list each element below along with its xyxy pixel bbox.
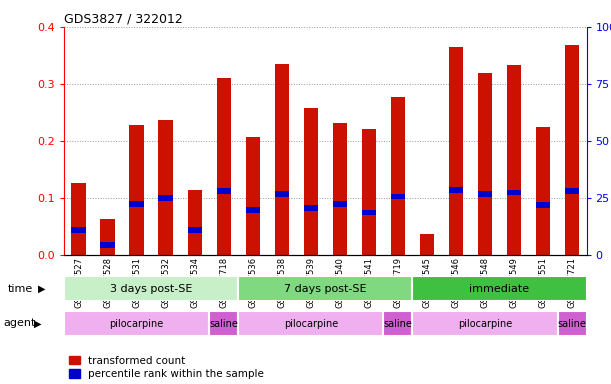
Bar	[565, 188, 579, 194]
Text: agent: agent	[3, 318, 35, 328]
Bar	[158, 195, 173, 201]
Bar	[238, 311, 384, 336]
Text: ▶: ▶	[34, 318, 41, 328]
Bar	[209, 311, 238, 336]
Bar	[216, 78, 231, 255]
Bar	[332, 123, 347, 255]
Bar	[412, 276, 587, 301]
Bar	[188, 227, 202, 233]
Bar	[216, 188, 231, 194]
Bar	[100, 242, 115, 248]
Bar	[390, 96, 405, 255]
Bar	[274, 64, 289, 255]
Bar	[420, 233, 434, 255]
Bar	[246, 207, 260, 212]
Bar	[64, 311, 209, 336]
Text: pilocarpine: pilocarpine	[109, 318, 164, 329]
Text: pilocarpine: pilocarpine	[458, 318, 512, 329]
Bar	[565, 45, 579, 255]
Bar	[412, 311, 557, 336]
Bar	[536, 127, 551, 255]
Bar	[448, 47, 463, 255]
Bar	[304, 108, 318, 255]
Bar	[536, 202, 551, 208]
Bar	[362, 210, 376, 215]
Bar	[362, 129, 376, 255]
Bar	[158, 120, 173, 255]
Bar	[71, 227, 86, 233]
Bar	[507, 190, 521, 195]
Text: saline: saline	[210, 318, 238, 329]
Bar	[246, 137, 260, 255]
Text: time: time	[7, 284, 32, 294]
Bar	[478, 73, 492, 255]
Bar	[130, 201, 144, 207]
Text: saline: saline	[384, 318, 412, 329]
Bar	[188, 190, 202, 255]
Bar	[448, 187, 463, 192]
Text: pilocarpine: pilocarpine	[284, 318, 338, 329]
Bar	[384, 311, 412, 336]
Bar	[304, 205, 318, 211]
Bar	[557, 311, 587, 336]
Bar	[390, 194, 405, 199]
Text: immediate: immediate	[469, 284, 530, 294]
Bar	[71, 183, 86, 255]
Bar	[238, 276, 412, 301]
Bar	[274, 191, 289, 197]
Bar	[478, 191, 492, 197]
Text: saline: saline	[558, 318, 587, 329]
Legend: transformed count, percentile rank within the sample: transformed count, percentile rank withi…	[70, 356, 264, 379]
Bar	[332, 201, 347, 207]
Bar	[507, 65, 521, 255]
Bar	[130, 125, 144, 255]
Text: GDS3827 / 322012: GDS3827 / 322012	[64, 13, 183, 26]
Text: 3 days post-SE: 3 days post-SE	[110, 284, 192, 294]
Text: 7 days post-SE: 7 days post-SE	[284, 284, 367, 294]
Text: ▶: ▶	[38, 284, 45, 294]
Bar	[64, 276, 238, 301]
Bar	[100, 219, 115, 255]
